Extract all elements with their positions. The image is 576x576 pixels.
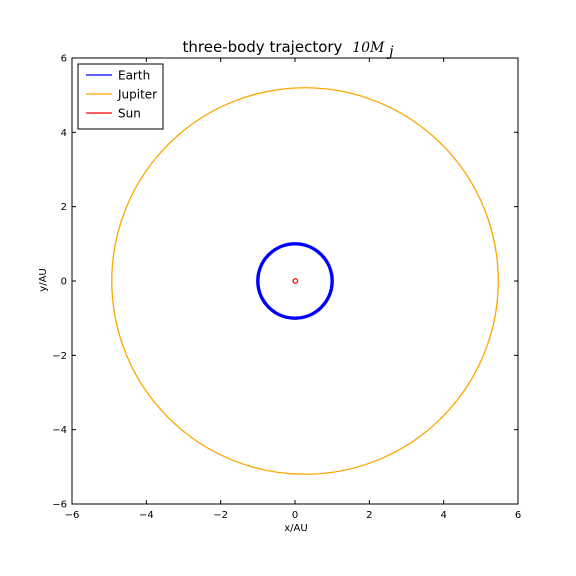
y-tick-label: −4 bbox=[52, 425, 67, 436]
x-axis-label: x/AU bbox=[284, 523, 307, 534]
y-tick-label: 4 bbox=[61, 128, 67, 139]
x-tick-label: −2 bbox=[213, 510, 228, 521]
chart-title-math-subscript: j bbox=[386, 44, 394, 60]
x-tick-label: 6 bbox=[515, 510, 521, 521]
chart-title-text: three-body trajectory bbox=[182, 38, 342, 56]
x-tick-label: 2 bbox=[366, 510, 372, 521]
y-tick-label: 0 bbox=[61, 277, 67, 288]
sun-orbit-line bbox=[292, 278, 299, 284]
legend-label-earth: Earth bbox=[118, 69, 150, 83]
y-axis-label: y/AU bbox=[38, 268, 49, 291]
earth-orbit-line bbox=[256, 242, 334, 320]
x-tick-label: 0 bbox=[292, 510, 298, 521]
y-tick-label: 2 bbox=[61, 202, 67, 213]
chart-title: three-body trajectory 10M j bbox=[182, 38, 394, 60]
legend-label-jupiter: Jupiter bbox=[117, 88, 157, 102]
legend-label-sun: Sun bbox=[118, 107, 141, 121]
jupiter-orbit-line bbox=[111, 87, 499, 475]
y-tick-label: 6 bbox=[61, 54, 67, 65]
x-tick-label: 4 bbox=[440, 510, 446, 521]
x-tick-label: −4 bbox=[139, 510, 154, 521]
y-tick-label: −6 bbox=[52, 500, 67, 511]
x-tick-label: −6 bbox=[65, 510, 80, 521]
y-tick-label: −2 bbox=[52, 351, 67, 362]
legend: Earth Jupiter Sun bbox=[77, 63, 164, 130]
chart-title-math: 10M bbox=[352, 40, 385, 56]
